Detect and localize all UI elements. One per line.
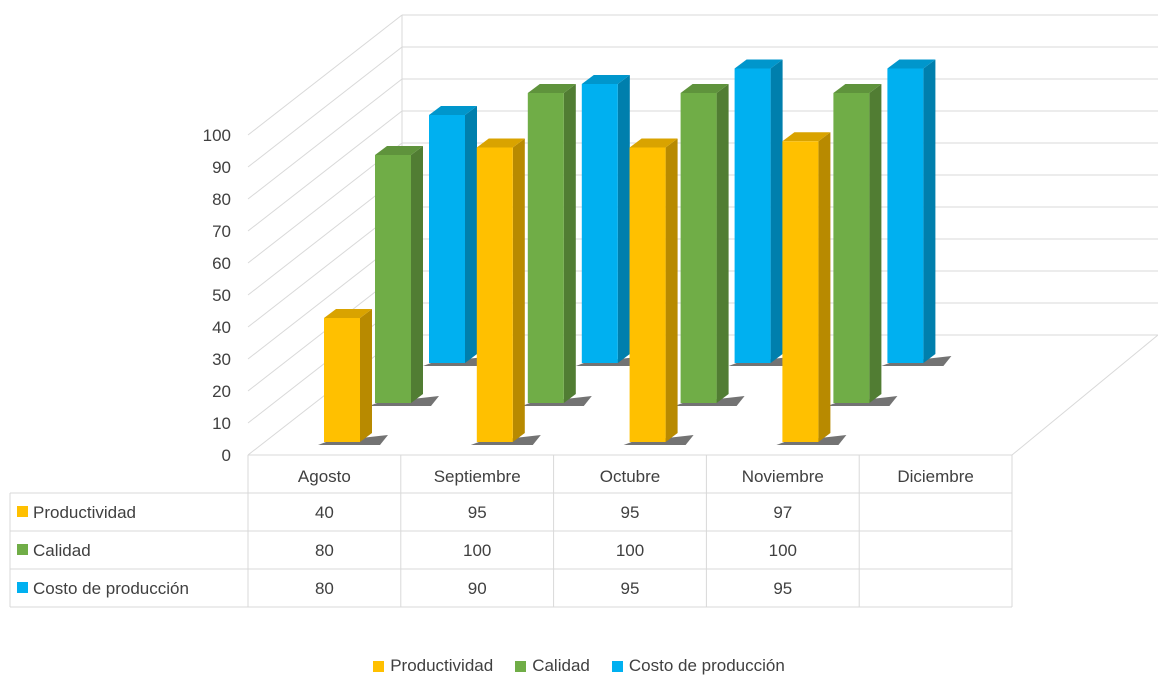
bar-side xyxy=(923,59,936,363)
legend-item: Costo de producción xyxy=(611,656,785,676)
table-cell-value: 80 xyxy=(315,579,334,598)
table-cell-value: 100 xyxy=(616,541,644,560)
table-cell-value: 80 xyxy=(315,541,334,560)
bar xyxy=(476,147,513,442)
bar-top xyxy=(375,146,423,155)
bar-top xyxy=(324,309,372,318)
x-category-label: Diciembre xyxy=(897,467,974,486)
bar-top xyxy=(429,106,477,115)
legend-swatch xyxy=(373,660,385,672)
table-row-swatch xyxy=(17,544,28,555)
legend-swatch xyxy=(515,660,527,672)
bar xyxy=(375,155,411,403)
y-tick-label: 30 xyxy=(212,350,231,369)
y-tick-label: 20 xyxy=(212,382,231,401)
table-cell-value: 100 xyxy=(769,541,797,560)
bar xyxy=(680,93,717,403)
bar-top xyxy=(680,84,729,93)
bar-side xyxy=(770,59,783,363)
legend-item: Productividad xyxy=(373,656,493,676)
bar xyxy=(324,318,360,442)
bar-side xyxy=(665,138,678,442)
table-cell-value: 40 xyxy=(315,503,334,522)
bar xyxy=(887,68,924,363)
table-cell-value: 90 xyxy=(468,579,487,598)
legend-label: Calidad xyxy=(532,656,590,675)
bar xyxy=(581,84,618,363)
legend-label: Costo de producción xyxy=(628,656,785,675)
legend-label: Productividad xyxy=(390,656,494,675)
bar-top xyxy=(476,138,525,148)
y-tick-label: 50 xyxy=(212,286,231,305)
y-tick-label: 60 xyxy=(212,254,231,273)
x-category-label: Octubre xyxy=(600,467,660,486)
gridline-side xyxy=(247,78,403,200)
x-category-label: Agosto xyxy=(298,467,351,486)
bar xyxy=(429,115,465,363)
legend-swatch xyxy=(611,660,623,672)
y-tick-label: 40 xyxy=(212,318,231,337)
bar xyxy=(527,93,564,403)
y-tick-label: 100 xyxy=(203,126,231,145)
bar-top xyxy=(527,84,576,93)
y-tick-label: 10 xyxy=(212,414,231,433)
y-tick-label: 80 xyxy=(212,190,231,209)
table-cell-value: 100 xyxy=(463,541,491,560)
gridline-side xyxy=(247,110,403,232)
bar-side xyxy=(869,84,882,403)
bar-side xyxy=(360,309,372,442)
y-tick-label: 70 xyxy=(212,222,231,241)
bar-side xyxy=(563,84,576,403)
x-category-label: Noviembre xyxy=(742,467,824,486)
gridline-side xyxy=(247,46,403,168)
bar-top xyxy=(887,59,936,69)
legend-item: Calidad xyxy=(515,656,590,676)
bar xyxy=(833,93,870,403)
bar-top xyxy=(833,84,882,93)
bar-side xyxy=(465,106,477,363)
bar-side xyxy=(818,132,831,443)
y-tick-label: 90 xyxy=(212,158,231,177)
gridline-side xyxy=(247,14,403,136)
bar-top xyxy=(782,132,831,142)
y-tick-label: 0 xyxy=(222,446,231,465)
table-cell-value: 97 xyxy=(773,503,792,522)
x-category-label: Septiembre xyxy=(434,467,521,486)
floor-edge xyxy=(1011,334,1158,456)
table-cell-value: 95 xyxy=(621,579,640,598)
table-cell-value: 95 xyxy=(773,579,792,598)
table-cell-value: 95 xyxy=(621,503,640,522)
table-row-label: Costo de producción xyxy=(33,579,189,598)
table-row-swatch xyxy=(17,582,28,593)
bar-side xyxy=(512,138,525,442)
bar-top xyxy=(734,59,783,69)
bar-side xyxy=(617,75,630,363)
table-row-swatch xyxy=(17,506,28,517)
bar-top xyxy=(581,75,630,84)
bar-side xyxy=(716,84,729,403)
bar xyxy=(734,68,771,363)
table-row-label: Productividad xyxy=(33,503,136,522)
bar xyxy=(629,147,666,442)
bar-side xyxy=(411,146,423,403)
legend: Productividad Calidad Costo de producción xyxy=(0,652,1158,680)
table-row-label: Calidad xyxy=(33,541,91,560)
table-cell-value: 95 xyxy=(468,503,487,522)
bar-top xyxy=(629,138,678,148)
bar xyxy=(782,141,819,443)
